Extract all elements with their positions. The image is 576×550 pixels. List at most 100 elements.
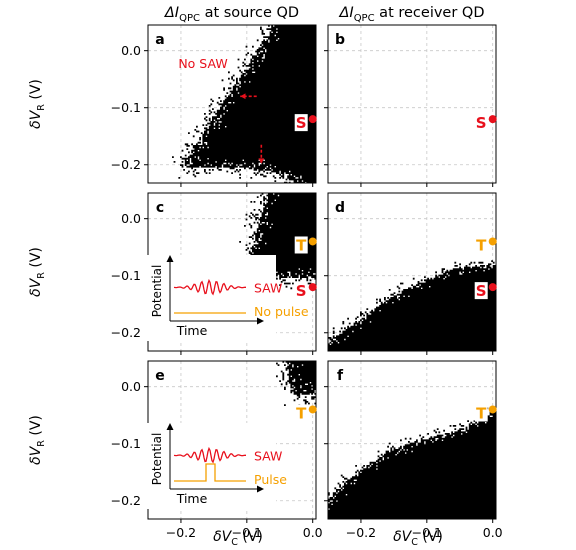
ylabel-row-1: δVR (V) — [28, 79, 47, 129]
x-tick-label: −0.2 — [166, 525, 196, 540]
axes-frame — [327, 24, 497, 184]
column-title-2: ΔIQPC at receiver QD — [338, 5, 484, 24]
inset-xlabel: Time — [176, 323, 208, 338]
marker-T: T — [294, 404, 317, 422]
saw-label: SAW — [254, 280, 282, 295]
panel-e: 0.0 −0.1 −0.2 −0.2 −0.1 0.0 e T Potential Time SAW… — [111, 360, 323, 540]
marker-dot — [488, 283, 497, 292]
marker-label: T — [476, 236, 487, 254]
xlabel-col-1: δVC (V) — [213, 529, 263, 548]
panel-letter-e: e — [152, 366, 168, 384]
marker-label: S — [476, 282, 487, 300]
panel-f: −0.2 −0.1 0.0 f T — [324, 360, 503, 540]
ticks-b — [324, 50, 494, 187]
inset-x-arrow — [257, 485, 264, 493]
panel-letter-b: b — [332, 30, 348, 48]
inset-c: Potential Time SAW No pulse — [140, 255, 309, 341]
red-arrow-head — [240, 93, 246, 100]
y-tick-label: 0.0 — [121, 43, 141, 58]
pulse-label: No pulse — [254, 304, 309, 319]
heatmap-e — [276, 361, 316, 406]
panel-letter-text: f — [337, 368, 344, 384]
marker-S: S — [294, 282, 317, 300]
marker-label: S — [296, 282, 307, 300]
marker-label: S — [296, 114, 307, 132]
saw-trace — [173, 446, 246, 464]
inset-xlabel: Time — [176, 491, 208, 506]
panel-letter-d: d — [332, 198, 348, 216]
marker-S: S — [474, 282, 497, 300]
heatmap-d — [328, 260, 496, 351]
panel-d: d T S — [324, 192, 497, 355]
red-arrow-head — [258, 158, 265, 164]
x-tick-label: −0.2 — [346, 525, 376, 540]
panel-letter-bg — [332, 198, 348, 216]
panel-letter-bg — [332, 30, 348, 48]
panel-b: bS — [324, 24, 497, 187]
ylabel-row-3: δVR (V) — [28, 415, 47, 465]
panel-letter-text: b — [335, 32, 345, 48]
inset-ylabel: Potential — [150, 265, 164, 318]
marker-label: S — [476, 114, 487, 132]
x-tick-label: −0.1 — [412, 525, 442, 540]
marker-T: T — [474, 404, 497, 422]
ticks-a: 0.0 −0.1 −0.2 — [111, 43, 314, 187]
annotation-no-saw: No SAW — [178, 56, 227, 71]
heatmap-cells — [328, 260, 496, 351]
marker-label-bg — [474, 236, 488, 254]
pulse-label: Pulse — [254, 472, 287, 487]
marker-label-bg — [474, 114, 488, 132]
panel-letter-bg — [152, 366, 168, 384]
axes-frame — [327, 192, 497, 352]
y-tick-label: −0.2 — [111, 157, 141, 172]
marker-T: T — [294, 236, 317, 254]
y-tick-label: −0.2 — [111, 325, 141, 340]
inset-bg — [140, 255, 276, 341]
ticks-e: 0.0 −0.1 −0.2 −0.2 −0.1 0.0 — [111, 379, 323, 540]
marker-label: T — [296, 236, 307, 254]
marker-label-bg — [294, 282, 308, 300]
marker-label: T — [476, 404, 487, 422]
marker-dot — [488, 405, 497, 414]
x-tick-label: 0.0 — [483, 525, 503, 540]
inset-y-arrow — [166, 255, 174, 262]
panel-letter-a: a — [152, 30, 168, 48]
marker-T: T — [474, 236, 497, 254]
heatmap-a — [172, 25, 316, 183]
ticks-c: 0.0 −0.1 −0.2 — [111, 211, 314, 355]
panel-letter-bg — [152, 198, 168, 216]
heatmap-f — [328, 407, 496, 519]
marker-label-bg — [294, 236, 308, 254]
axes-frame — [147, 24, 317, 184]
panel-letter-c: c — [152, 198, 168, 216]
panel-letter-bg — [152, 30, 168, 48]
inset-ylabel: Potential — [150, 433, 164, 486]
inset-x-arrow — [257, 317, 264, 325]
column-title-1: ΔIQPC at source QD — [164, 5, 299, 24]
panel-c: 0.0 −0.1 −0.2 c T S Potential Time SAW No pulse — [111, 192, 317, 355]
ticks-d — [324, 218, 494, 355]
heatmap-cells — [172, 25, 316, 183]
marker-dot — [308, 237, 317, 246]
panel-letter-text: e — [155, 368, 165, 384]
inset-y-arrow — [166, 423, 174, 430]
marker-dot — [488, 237, 497, 246]
x-tick-label: 0.0 — [303, 525, 323, 540]
marker-label-bg — [294, 404, 308, 422]
ylabel-row-2: δVR (V) — [28, 247, 47, 297]
x-tick-label: −0.1 — [232, 525, 262, 540]
saw-label: SAW — [254, 448, 282, 463]
marker-dot — [308, 283, 317, 292]
marker-label-bg — [474, 404, 488, 422]
panel-letter-f: f — [332, 366, 348, 384]
y-tick-label: −0.1 — [111, 268, 141, 283]
panel-letter-bg — [332, 366, 348, 384]
ticks-f: −0.2 −0.1 0.0 — [324, 386, 503, 540]
y-tick-label: 0.0 — [121, 379, 141, 394]
axes-frame — [327, 360, 497, 520]
inset-e: Potential Time SAW Pulse — [140, 423, 287, 509]
heatmap-cells — [276, 361, 316, 406]
panel-letter-text: a — [155, 32, 164, 48]
y-tick-label: −0.1 — [111, 100, 141, 115]
panel-a: 0.0 −0.1 −0.2 a No SAW S — [111, 24, 317, 187]
